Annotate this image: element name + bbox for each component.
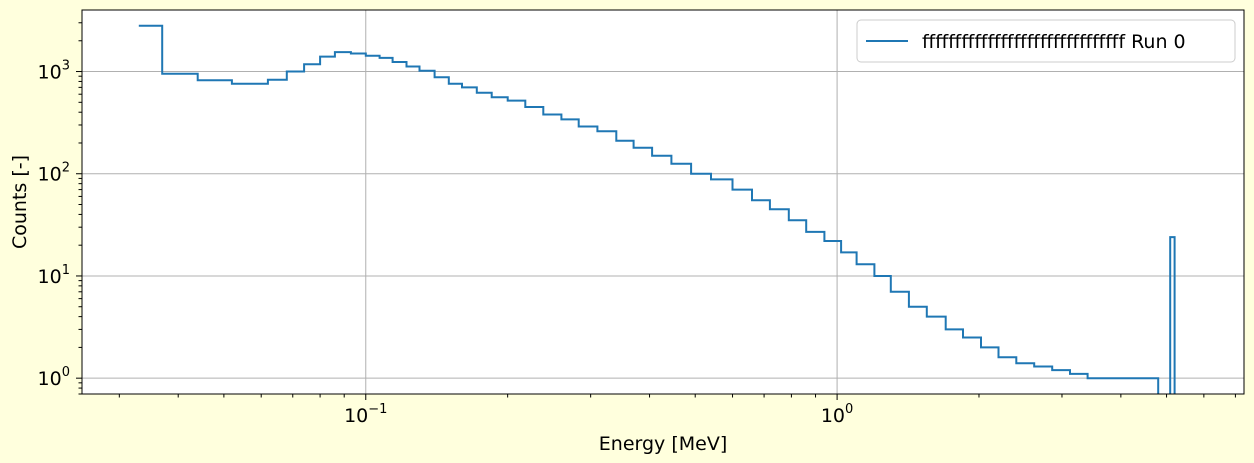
legend-entry-label: fffffffffffffffffffffffffffffff Run 0 bbox=[922, 31, 1186, 53]
y-tick-label: 103 bbox=[38, 59, 70, 84]
y-tick-label: 100 bbox=[38, 365, 70, 390]
series-group bbox=[138, 24, 1176, 394]
plot-area bbox=[82, 10, 1244, 394]
x-tick-label: 100 bbox=[821, 402, 853, 427]
y-axis-label: Counts [-] bbox=[9, 155, 31, 249]
minor-ticks bbox=[78, 22, 1236, 398]
y-axis-ticks: 100 101 102 103 bbox=[38, 59, 82, 390]
grid-lines bbox=[82, 10, 1244, 394]
y-tick-label: 102 bbox=[38, 161, 70, 186]
plot-frame bbox=[81, 9, 1245, 395]
y-tick-label: 101 bbox=[38, 263, 70, 288]
series-line bbox=[138, 24, 1176, 394]
legend: fffffffffffffffffffffffffffffff Run 0 bbox=[856, 19, 1236, 63]
legend-box bbox=[856, 19, 1236, 63]
x-axis-label: Energy [MeV] bbox=[599, 433, 727, 455]
x-axis-ticks: 10−1 100 bbox=[344, 394, 853, 427]
x-tick-label: 10−1 bbox=[344, 402, 387, 427]
